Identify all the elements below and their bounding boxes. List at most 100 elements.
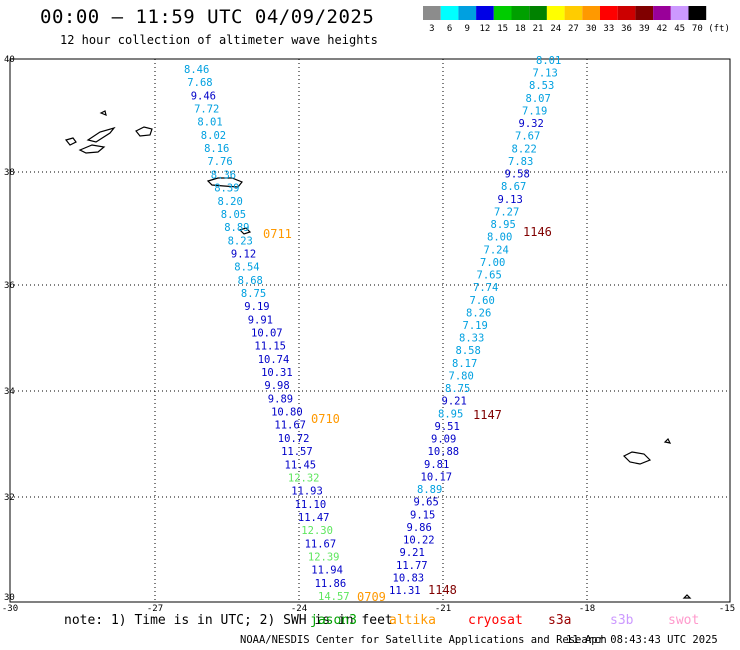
- west-track-wave-height: 12.39: [308, 552, 340, 564]
- island-terceira: [135, 126, 153, 137]
- east-track-wave-height: 9.58: [505, 169, 530, 181]
- colorbar-tick-label: 70: [692, 24, 703, 34]
- west-track-wave-height: 8.20: [218, 196, 243, 208]
- west-track-wave-height: 8.02: [201, 130, 226, 142]
- east-track-wave-height: 7.00: [480, 257, 505, 269]
- west-track-wave-height: 11.57: [281, 446, 313, 458]
- colorbar-swatch: [670, 6, 689, 20]
- east-track-wave-height: 7.19: [463, 320, 488, 332]
- colorbar-tick-label: 30: [586, 24, 597, 34]
- east-track-wave-height: 7.67: [515, 131, 540, 143]
- east-track-wave-height: 7.74: [473, 282, 498, 294]
- east-track-wave-height: 8.89: [417, 484, 442, 496]
- island-faial: [99, 110, 107, 116]
- west-track-wave-height: 8.46: [184, 64, 209, 76]
- west-track-wave-height: 8.54: [234, 262, 259, 274]
- colorbar-tick-label: 42: [657, 24, 668, 34]
- west-track-wave-height: 7.68: [187, 77, 212, 89]
- pass-label-1146: 1146: [523, 225, 552, 239]
- east-track-wave-height: 8.22: [512, 143, 537, 155]
- wave-height-colorbar: 3 6 9 12 15 18 21 24 27 30 33 36 39 42 45 70 (ft): [423, 6, 730, 34]
- west-track-wave-height: 8.36: [211, 169, 236, 181]
- lon-label-30: -30: [2, 604, 18, 614]
- island-sao-miguel: [206, 177, 243, 188]
- west-track-wave-height: 10.31: [261, 367, 293, 379]
- east-track-wave-height: 9.15: [410, 509, 435, 521]
- lon-label-21: -21: [435, 604, 451, 614]
- west-track-wave-height: 14.57: [318, 591, 350, 603]
- graticule: [10, 59, 730, 602]
- east-track-wave-height: 8.95: [491, 219, 516, 231]
- west-track-wave-height: 11.67: [274, 420, 306, 432]
- lon-label-24: -24: [291, 604, 307, 614]
- east-track-wave-height: 11.77: [396, 560, 428, 572]
- colorbar-tick-label: 18: [515, 24, 526, 34]
- east-track-wave-height: 8.67: [501, 181, 526, 193]
- east-track-wave-height: 7.19: [522, 106, 547, 118]
- west-track-wave-height: 11.93: [291, 486, 323, 498]
- island-madeira: [622, 451, 652, 465]
- east-track-wave-height: 8.07: [526, 93, 551, 105]
- east-track-wave-height: 8.53: [529, 80, 554, 92]
- east-track-wave-height: 8.01: [536, 55, 561, 67]
- west-track-wave-height: 8.01: [197, 117, 222, 129]
- pass-label-0711: 0711: [263, 227, 292, 241]
- colorbar-tick-label: 39: [639, 24, 650, 34]
- lon-label-27: -27: [147, 604, 163, 614]
- island-santa-maria: [238, 227, 252, 235]
- colorbar-tick-label: 33: [603, 24, 614, 34]
- east-track-wave-height: 10.83: [393, 572, 425, 584]
- satellite-jason3: jason3: [310, 613, 357, 628]
- east-track-wave-height: 9.65: [414, 497, 439, 509]
- east-track-wave-height: 8.17: [452, 358, 477, 370]
- colorbar-tick-label: 9: [465, 24, 470, 34]
- island-porto-santo: [663, 437, 672, 444]
- west-track-wave-height: 11.45: [285, 459, 317, 471]
- colorbar-swatch: [635, 6, 654, 20]
- colorbar-tick-label: 6: [447, 24, 452, 34]
- footnote: note: 1) Time is in UTC; 2) SWH is in fe…: [64, 613, 393, 628]
- east-track-wave-height: 11.31: [389, 585, 421, 597]
- east-track-wave-height: 9.51: [435, 421, 460, 433]
- colorbar-tick-label: 3: [429, 24, 434, 34]
- colorbar-swatch: [564, 6, 583, 20]
- east-track-wave-height: 8.95: [438, 408, 463, 420]
- west-track-wave-height: 11.94: [311, 565, 343, 577]
- west-track-wave-height: 10.07: [251, 328, 283, 340]
- east-track-wave-height: 8.58: [456, 345, 481, 357]
- east-track-wave-height: 7.24: [484, 244, 509, 256]
- colorbar-tick-label: 36: [621, 24, 632, 34]
- pass-label-1148: 1148: [428, 583, 457, 597]
- pass-label-1147: 1147: [473, 408, 502, 422]
- west-track-wave-height: 9.12: [231, 248, 256, 260]
- west-track-wave-height: 8.05: [221, 209, 246, 221]
- wave-height-readouts: 8.467.689.467.728.018.028.167.768.368.39…: [184, 55, 561, 603]
- east-track-wave-height: 10.88: [428, 446, 460, 458]
- island-sao-jorge: [86, 126, 116, 143]
- east-track-wave-height: 9.81: [424, 459, 449, 471]
- west-track-wave-height: 7.72: [194, 104, 219, 116]
- satellite-cryosat: cryosat: [468, 613, 523, 628]
- west-track-wave-height: 9.91: [248, 314, 273, 326]
- west-track-wave-height: 12.30: [301, 525, 333, 537]
- east-track-wave-height: 9.21: [442, 396, 467, 408]
- west-track-wave-height: 12.32: [288, 472, 320, 484]
- west-track-wave-height: 9.19: [244, 301, 269, 313]
- west-track-wave-height: 9.46: [191, 90, 216, 102]
- island-flores: [64, 137, 77, 146]
- map-subtitle: 12 hour collection of altimeter wave hei…: [60, 33, 378, 47]
- east-track-wave-height: 7.80: [449, 371, 474, 383]
- lon-label-18: -18: [579, 604, 595, 614]
- colorbar-tick-label: 24: [550, 24, 561, 34]
- west-track-wave-height: 9.98: [264, 380, 289, 392]
- east-track-wave-height: 8.75: [445, 383, 470, 395]
- east-track-wave-height: 7.83: [508, 156, 533, 168]
- west-track-wave-height: 10.74: [258, 354, 290, 366]
- island-pico: [78, 144, 106, 154]
- east-track-wave-height: 9.86: [407, 522, 432, 534]
- west-track-wave-height: 8.68: [238, 275, 263, 287]
- west-track-wave-height: 7.76: [207, 156, 232, 168]
- colorbar-tick-label: 45: [674, 24, 685, 34]
- colorbar-swatch: [653, 6, 671, 20]
